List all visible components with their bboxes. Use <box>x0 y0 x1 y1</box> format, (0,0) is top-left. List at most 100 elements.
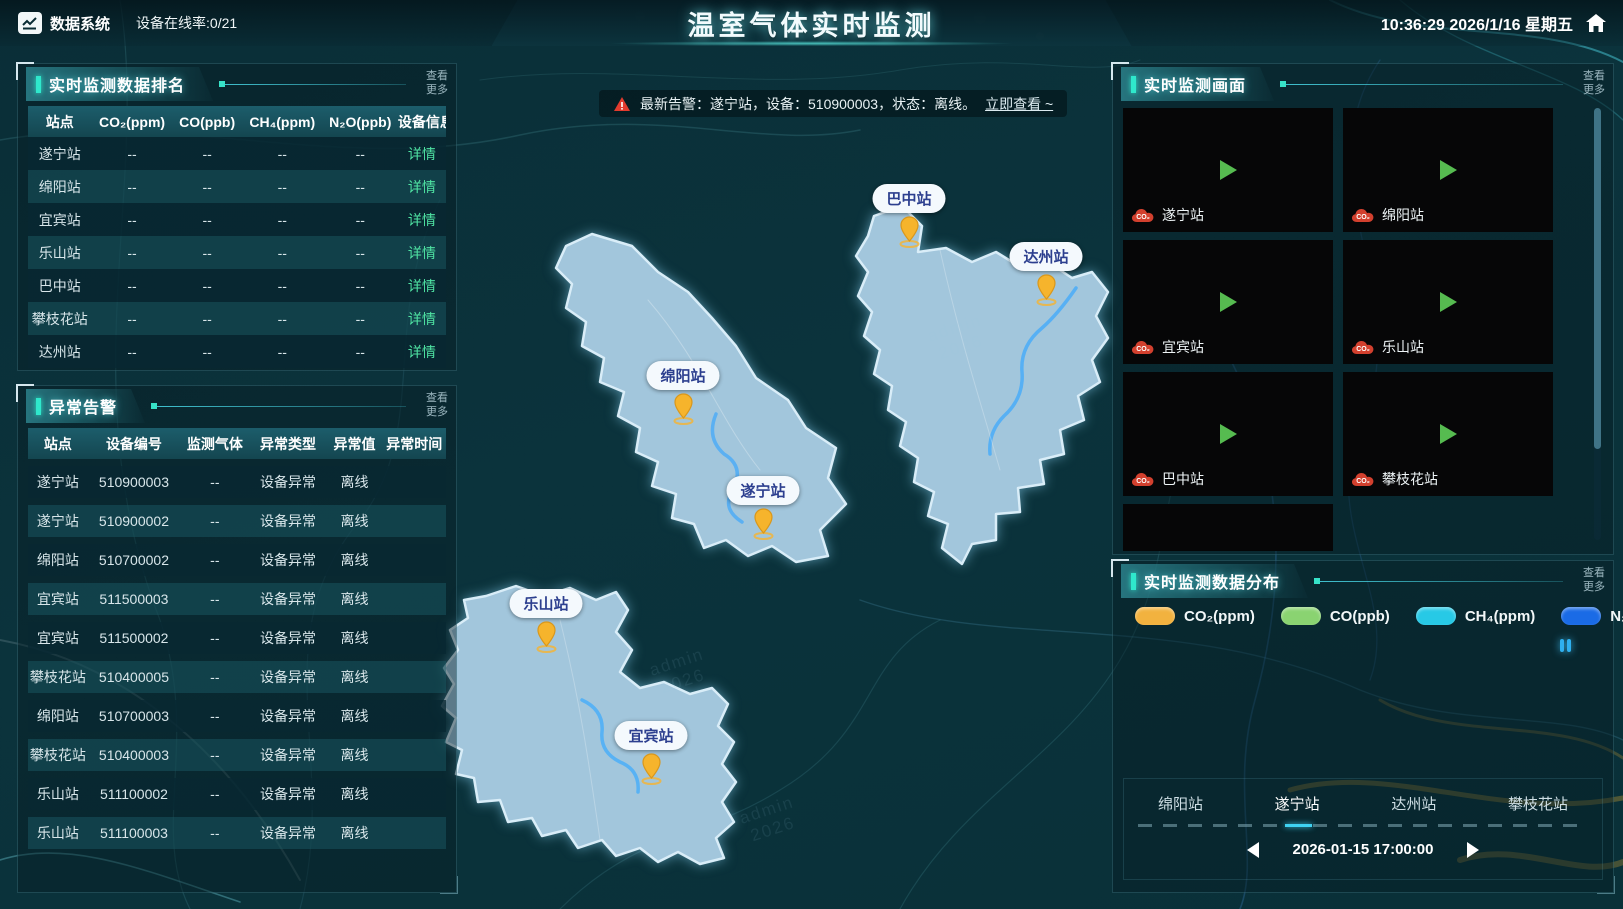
video-tile-label: CO₂ 遂宁站 <box>1131 205 1204 225</box>
ranking-table-header: 站点 CO₂(ppm) CO(ppb) CH₄(ppm) N₂O(ppb) 设备信息 <box>28 106 446 137</box>
page-title: 温室气体实时监测 <box>687 10 936 41</box>
detail-link[interactable]: 详情 <box>407 178 436 195</box>
video-tile[interactable]: CO₂ 绵阳站 <box>1343 108 1553 232</box>
map-marker[interactable]: 巴中站 <box>872 184 946 249</box>
table-row: 遂宁站 -- -- -- -- 详情 <box>28 137 446 170</box>
legend-item: CO₂(ppm) <box>1135 607 1255 625</box>
value-cell: 离线 <box>340 708 369 724</box>
alarm-table-header: 站点 设备编号 监测气体 异常类型 异常值 异常时间 <box>28 428 446 459</box>
app-name: 数据系统 <box>50 15 111 33</box>
station-tab[interactable]: 达州站 <box>1391 796 1437 813</box>
alarm-table-body: 遂宁站 510900003 -- 设备异常 离线 遂宁站 510900002 -- 设备异常 离线… <box>28 466 446 849</box>
corner-bracket <box>440 876 458 894</box>
table-row: 攀枝花站 -- -- -- -- 详情 <box>28 302 446 335</box>
video-tile-label: CO₂ 巴中站 <box>1131 469 1204 489</box>
video-station-name: 巴中站 <box>1162 471 1204 487</box>
value-cell: -- <box>210 786 220 802</box>
video-panel: 实时监测画面 查看更多 CO₂ 遂宁站 CO₂ 绵阳站 CO₂ 宜宾站 CO₂ 乐山站 CO₂ 巴… <box>1111 62 1614 555</box>
video-tile[interactable]: CO₂ 攀枝花站 <box>1343 372 1553 496</box>
detail-link[interactable]: 详情 <box>407 310 436 327</box>
video-scrollbar-thumb[interactable] <box>1594 108 1601 450</box>
video-tile[interactable]: CO₂ 乐山站 <box>1343 240 1553 364</box>
station-cell: 攀枝花站 <box>29 669 86 685</box>
station-tab[interactable]: 遂宁站 <box>1274 796 1320 813</box>
value-cell: -- <box>210 825 220 841</box>
pin-icon <box>672 393 693 425</box>
co2-cloud-icon: CO₂ <box>1352 472 1374 486</box>
column-header: N₂O(ppb) <box>329 113 392 130</box>
table-row: 乐山站 -- -- -- -- 详情 <box>28 236 446 269</box>
station-tab[interactable]: 攀枝花站 <box>1507 796 1568 813</box>
video-tile-label: CO₂ 乐山站 <box>1351 337 1424 357</box>
column-header: 异常类型 <box>260 435 317 452</box>
video-tile[interactable]: CO₂ 遂宁站 <box>1123 108 1333 232</box>
svg-text:CO₂: CO₂ <box>1136 214 1150 221</box>
ranking-more-button[interactable]: 查看更多 <box>426 70 448 96</box>
map-marker[interactable]: 遂宁站 <box>726 476 800 541</box>
detail-link[interactable]: 详情 <box>407 277 436 294</box>
table-row: 绵阳站 510700003 -- 设备异常 离线 <box>28 700 446 732</box>
co2-cloud-icon: CO₂ <box>1352 340 1374 354</box>
title-banner: 温室气体实时监测 <box>492 0 1132 46</box>
top-bar: 数据系统 设备在线率:0/21 温室气体实时监测 10:36:29 2026/1… <box>0 0 1623 46</box>
station-cell: 绵阳站 <box>36 552 79 568</box>
marker-label: 巴中站 <box>872 184 946 213</box>
corner-bracket <box>16 62 34 80</box>
distribution-more-button[interactable]: 查看更多 <box>1583 567 1605 593</box>
map-marker[interactable]: 乐山站 <box>509 589 583 654</box>
ranking-panel-title: 实时监测数据排名 <box>49 78 186 95</box>
column-header: 站点 <box>43 435 72 452</box>
column-header: 监测气体 <box>186 435 243 452</box>
marker-label: 乐山站 <box>509 589 583 618</box>
map-marker[interactable]: 达州站 <box>1009 242 1083 307</box>
prev-date-arrow-icon[interactable] <box>1246 841 1259 858</box>
value-cell: -- <box>277 211 287 228</box>
header-line <box>1280 80 1563 87</box>
station-tab[interactable]: 绵阳站 <box>1158 796 1204 813</box>
column-header: CH₄(ppm) <box>249 113 316 130</box>
video-station-name: 宜宾站 <box>1162 339 1204 355</box>
value-cell: -- <box>210 747 220 763</box>
value-cell: -- <box>202 178 212 195</box>
value-cell: -- <box>210 708 220 724</box>
detail-link[interactable]: 详情 <box>407 211 436 228</box>
play-icon <box>1220 424 1237 444</box>
video-tile[interactable]: CO₂ 宜宾站 <box>1123 240 1333 364</box>
value-cell: 离线 <box>340 747 369 763</box>
map-marker[interactable]: 宜宾站 <box>614 721 688 786</box>
station-cell: 巴中站 <box>38 277 81 294</box>
video-more-button[interactable]: 查看更多 <box>1583 70 1605 96</box>
alert-view-link[interactable]: 立即查看 ~ <box>985 95 1054 112</box>
alarm-more-button[interactable]: 查看更多 <box>426 392 448 418</box>
tab-dash-track <box>1138 824 1588 827</box>
detail-link[interactable]: 详情 <box>407 244 436 261</box>
value-cell: -- <box>355 310 365 327</box>
datetime-display: 10:36:29 2026/1/16 星期五 <box>1380 17 1573 34</box>
value-cell: -- <box>277 178 287 195</box>
station-cell: 遂宁站 <box>36 513 79 529</box>
table-row: 达州站 -- -- -- -- 详情 <box>28 335 446 368</box>
value-cell: 511500002 <box>99 630 169 646</box>
distribution-panel-title: 实时监测数据分布 <box>1144 575 1281 592</box>
play-icon <box>1440 292 1457 312</box>
next-date-arrow-icon[interactable] <box>1467 841 1480 858</box>
header-accent <box>36 76 41 93</box>
station-cell: 乐山站 <box>36 786 79 802</box>
station-cell: 绵阳站 <box>38 178 81 195</box>
corner-bracket <box>1111 559 1129 577</box>
video-panel-title: 实时监测画面 <box>1144 78 1247 95</box>
value-cell: -- <box>210 630 220 646</box>
pause-icon[interactable] <box>1560 639 1571 652</box>
value-cell: -- <box>355 145 365 162</box>
video-tile-partial[interactable] <box>1123 504 1333 551</box>
detail-link[interactable]: 详情 <box>407 145 436 162</box>
table-row: 乐山站 511100002 -- 设备异常 离线 <box>28 778 446 810</box>
video-tile[interactable]: CO₂ 巴中站 <box>1123 372 1333 496</box>
value-cell: 离线 <box>340 513 369 529</box>
date-display: 2026-01-15 17:00:00 <box>1292 841 1434 858</box>
map-marker[interactable]: 绵阳站 <box>646 361 720 426</box>
app-logo: 数据系统 <box>18 12 110 34</box>
video-station-name: 绵阳站 <box>1382 207 1424 223</box>
detail-link[interactable]: 详情 <box>407 343 436 360</box>
home-icon[interactable] <box>1585 13 1607 33</box>
